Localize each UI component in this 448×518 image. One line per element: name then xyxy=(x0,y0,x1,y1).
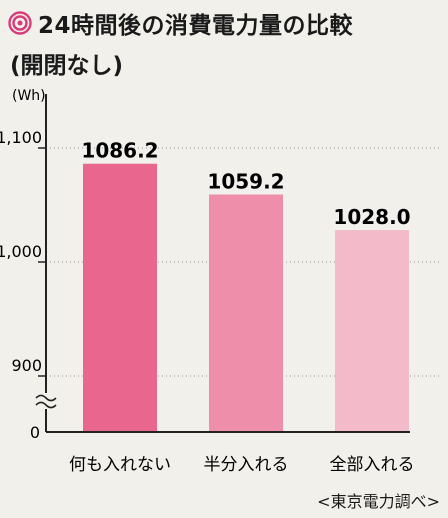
data-label: 1059.2 xyxy=(207,170,284,194)
y-unit-label: (Wh) xyxy=(12,88,46,104)
bar-2 xyxy=(209,194,283,432)
x-tick-label: 全部入れる xyxy=(330,455,415,475)
title-block: 24時間後の消費電力量の比較 (開閉なし) xyxy=(8,6,353,80)
source-note: <東京電力調べ> xyxy=(317,492,440,511)
y-tick-label: 1,100 xyxy=(0,128,42,147)
bar-3 xyxy=(335,230,409,432)
spiral-icon xyxy=(8,11,32,35)
y-tick-label: 900 xyxy=(11,356,42,375)
axis-break-mark xyxy=(35,394,57,402)
axis-break-mark xyxy=(35,401,57,409)
y-zero-label: 0 xyxy=(30,423,40,442)
x-tick-label: 半分入れる xyxy=(204,455,289,475)
data-label: 1028.0 xyxy=(333,205,410,229)
chart-title: 24時間後の消費電力量の比較 xyxy=(38,13,354,39)
data-label: 1086.2 xyxy=(81,139,158,163)
x-tick-label: 何も入れない xyxy=(69,455,171,475)
y-tick-label: 1,000 xyxy=(0,242,42,261)
axis-break-gap xyxy=(36,393,56,409)
chart-subtitle: (開閉なし) xyxy=(10,53,124,79)
bar-1 xyxy=(83,163,157,432)
